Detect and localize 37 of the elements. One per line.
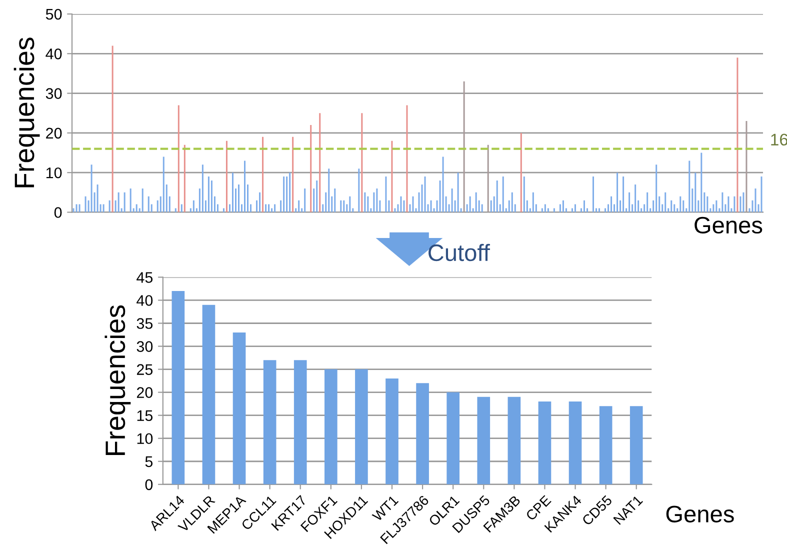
- y-tick-label: 10: [137, 433, 153, 444]
- bar: [508, 396, 521, 484]
- bar: [386, 378, 398, 484]
- bar: [294, 360, 307, 484]
- y-tick-label: 15: [137, 410, 153, 422]
- y-tick-label: 50: [46, 8, 62, 20]
- y-tick-label: 0: [145, 479, 153, 490]
- bar: [538, 402, 552, 484]
- bar: [416, 383, 429, 484]
- y-axis-title: Frequencies: [104, 305, 131, 455]
- bar: [263, 360, 276, 484]
- y-tick-label: 20: [46, 128, 62, 139]
- y-tick-label: 5: [145, 456, 153, 468]
- y-tick-label: 45: [136, 272, 153, 283]
- y-tick-label: 20: [136, 387, 153, 398]
- bar: [630, 406, 643, 484]
- bar: [202, 304, 216, 484]
- y-tick-label: 25: [136, 364, 153, 375]
- bar: [477, 396, 490, 484]
- bar: [172, 291, 185, 484]
- text: Cutoff: [428, 244, 490, 262]
- bar: [568, 402, 582, 484]
- bar: [446, 392, 460, 484]
- y-tick-label: 30: [46, 88, 62, 99]
- x-axis-title: Genes: [694, 216, 762, 234]
- bar: [232, 332, 246, 484]
- bar: [355, 369, 368, 484]
- y-tick-label: 40: [136, 295, 153, 306]
- bar: [324, 369, 338, 484]
- y-tick-label: 35: [136, 318, 153, 329]
- y-tick-label: 0: [54, 207, 62, 218]
- y-tick-label: 10: [46, 167, 62, 178]
- y-axis-title: Frequencies: [14, 38, 40, 188]
- bar: [599, 406, 612, 484]
- y-tick-label: 30: [136, 341, 153, 352]
- y-tick-label: 40: [46, 48, 62, 60]
- x-axis-title: Genes: [666, 506, 734, 522]
